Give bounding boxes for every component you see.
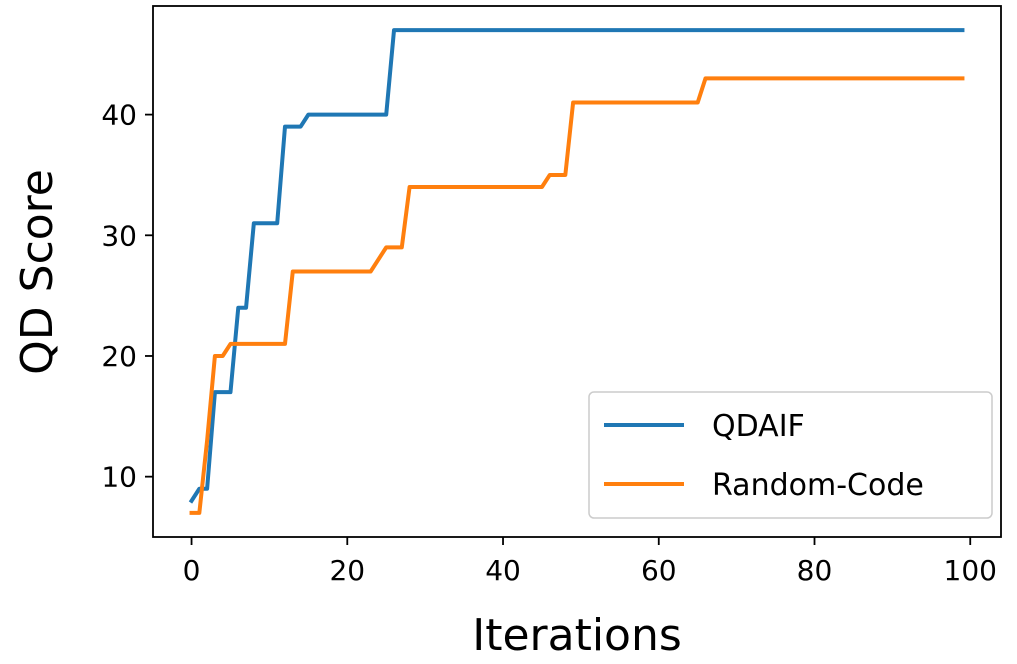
x-tick-label: 20 [329, 554, 365, 587]
plot-frame [152, 5, 1002, 538]
y-tick-label: 10 [101, 461, 137, 494]
legend: QDAIF Random-Code [588, 391, 993, 519]
legend-label-random-code: Random-Code [712, 468, 924, 503]
x-tick-label: 80 [797, 554, 833, 587]
y-axis-title: QD Score [12, 169, 63, 375]
x-tick-label: 60 [641, 554, 677, 587]
y-tick-label: 20 [101, 340, 137, 373]
y-tick-label: 40 [101, 99, 137, 132]
x-tick-label: 0 [183, 554, 201, 587]
series-line-qdaif [188, 28, 965, 504]
x-tick-label: 40 [485, 554, 521, 587]
x-tick-label: 100 [944, 554, 997, 587]
x-axis: 0 20 40 60 80 100 [183, 537, 997, 587]
series-lines [188, 28, 965, 515]
legend-box [588, 391, 993, 519]
series-line-random-code [189, 76, 965, 515]
x-axis-title: Iterations [472, 610, 682, 661]
y-tick-label: 30 [101, 219, 137, 252]
legend-label-qdaif: QDAIF [712, 409, 805, 444]
y-axis: 10 20 30 40 [101, 99, 153, 494]
